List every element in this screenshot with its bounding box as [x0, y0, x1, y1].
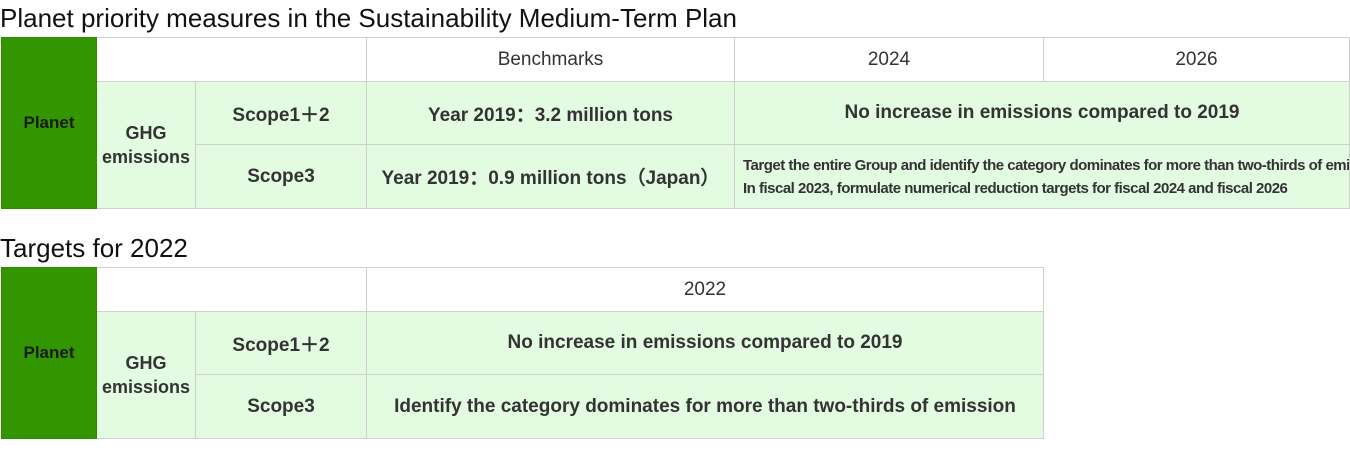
scope3-target-line1: Target the entire Group and identify the…: [743, 156, 1350, 174]
planet-cell: Planet: [1, 37, 97, 209]
plan-row-scope3: Scope3 Year 2019：0.9 million tons（Japan）…: [2, 144, 1350, 209]
ghg-label: GHG: [125, 123, 167, 143]
header-blank-cell: [96, 37, 367, 82]
plan-header-row: Planet Benchmarks 2024 2026: [1, 37, 1350, 209]
scope3-target-line2: In fiscal 2023, formulate numerical redu…: [743, 179, 1288, 197]
targets-header-row: Planet 2022: [1, 267, 1044, 439]
targets-scope3-target: Identify the category dominates for more…: [366, 374, 1044, 439]
header-2026: 2026: [1043, 37, 1350, 82]
header-benchmarks: Benchmarks: [366, 37, 735, 82]
targets-header-blank-cell: [96, 267, 367, 312]
scope3-target: Target the entire Group and identify the…: [734, 144, 1350, 209]
header-2024: 2024: [734, 37, 1044, 82]
targets-row-scope3: Scope3 Identify the category dominates f…: [2, 374, 1044, 439]
targets-scope12-label: Scope1＋2: [195, 311, 367, 375]
scope3-benchmark: Year 2019：0.9 million tons（Japan）: [366, 144, 735, 209]
scope12-target: No increase in emissions compared to 201…: [734, 81, 1350, 145]
targets-scope3-label: Scope3: [195, 374, 367, 439]
targets-table: Planet 2022 GHG emissions Scope1＋2 No in…: [1, 267, 1044, 439]
targets-emissions-label: emissions: [101, 377, 191, 397]
scope12-label: Scope1＋2: [195, 81, 367, 145]
plan-title: Planet priority measures in the Sustaina…: [0, 3, 737, 33]
scope3-label: Scope3: [195, 144, 367, 209]
targets-scope12-target: No increase in emissions compared to 201…: [366, 311, 1044, 375]
targets-ghg-emissions-cell: GHG emissions: [96, 311, 196, 439]
scope12-benchmark: Year 2019：3.2 million tons: [366, 81, 735, 145]
ghg-emissions-cell: GHG emissions: [96, 81, 196, 209]
targets-planet-cell: Planet: [1, 267, 97, 439]
emissions-label: emissions: [101, 147, 191, 167]
plan-table: Planet Benchmarks 2024 2026 GHG emission…: [1, 37, 1350, 209]
targets-title: Targets for 2022: [0, 233, 188, 263]
plan-row-scope12: GHG emissions Scope1＋2 Year 2019：3.2 mil…: [2, 81, 1350, 209]
targets-ghg-label: GHG: [125, 353, 167, 373]
targets-row-scope12: GHG emissions Scope1＋2 No increase in em…: [2, 311, 1044, 439]
header-2022: 2022: [366, 267, 1044, 312]
